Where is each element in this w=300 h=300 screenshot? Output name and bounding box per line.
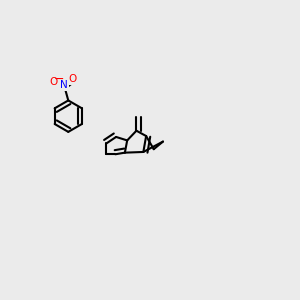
Text: N: N xyxy=(60,80,68,90)
Text: O: O xyxy=(50,77,58,87)
Text: −: − xyxy=(53,73,64,86)
Text: O: O xyxy=(68,74,76,84)
